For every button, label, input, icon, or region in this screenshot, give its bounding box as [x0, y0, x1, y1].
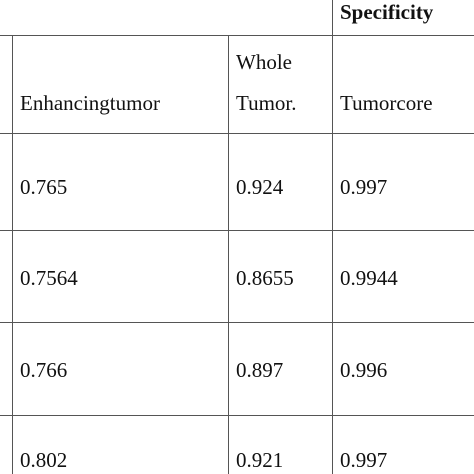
- table-cell: 0.996: [340, 358, 388, 382]
- row-rule: [0, 322, 474, 323]
- table-cell: 0.997: [340, 448, 388, 472]
- table-cell: 0.921: [236, 448, 284, 472]
- table-cell: 0.897: [236, 358, 284, 382]
- row-rule: [0, 133, 474, 134]
- row-rule: [0, 35, 474, 36]
- column-header: Whole: [236, 50, 292, 74]
- table-cell: 0.997: [340, 175, 388, 199]
- table-cell: 0.766: [20, 358, 68, 382]
- table-cell: 0.765: [20, 175, 68, 199]
- table-cell: 0.8655: [236, 266, 294, 290]
- table-cell: 0.924: [236, 175, 284, 199]
- column-rule: [332, 0, 333, 474]
- table-cell: 0.7564: [20, 266, 78, 290]
- table-cell: 0.802: [20, 448, 68, 472]
- column-header: Enhancingtumor: [20, 91, 160, 115]
- table-cell: 0.9944: [340, 266, 398, 290]
- row-rule: [0, 230, 474, 231]
- column-header: Tumorcore: [340, 91, 433, 115]
- column-header: Tumor.: [236, 91, 297, 115]
- row-rule: [0, 415, 474, 416]
- column-rule: [12, 35, 13, 474]
- column-rule: [228, 35, 229, 474]
- group-header: Specificity: [340, 0, 434, 24]
